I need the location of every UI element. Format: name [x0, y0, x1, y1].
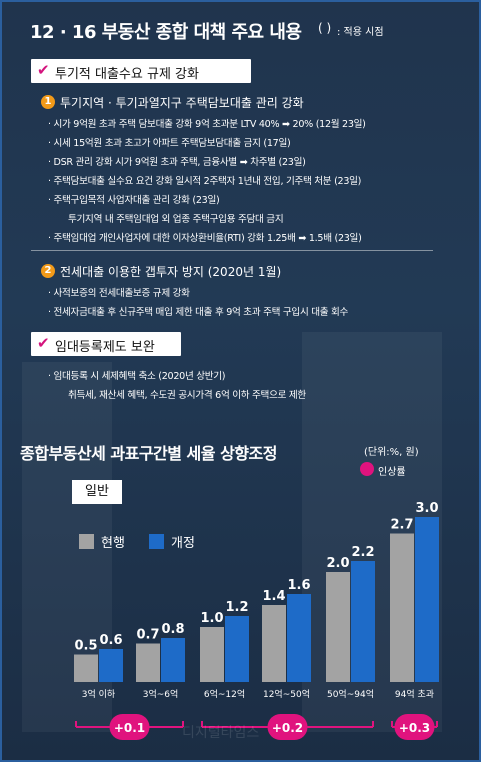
x-tick-label: 12억~50억 [263, 688, 310, 700]
bar-current [390, 533, 414, 682]
timing-parens: ( ) [318, 21, 332, 35]
list-item: · 전세자금대출 후 신규주택 매입 제한 대출 후 9억 초과 주택 구입시 … [48, 307, 349, 318]
bar-current [136, 643, 160, 682]
number-badge: 1 [41, 95, 55, 109]
bar-revised [99, 649, 123, 682]
bar-revised [415, 517, 439, 682]
list-item: · DSR 관리 강화 시가 9억원 초과 주택, 금융사별 ➡ 차주별 (23… [48, 157, 306, 168]
watermark: 디지털타임스 [182, 725, 260, 741]
bar-value-label: 1.4 [262, 589, 285, 604]
divider [31, 250, 433, 251]
raise-badge [267, 714, 308, 740]
subsection-title: 전세대출 이용한 갭투자 방지 (2020년 1월) [60, 265, 282, 279]
list-item: · 주택임대업 개인사업자에 대한 이자상환비율(RTI) 강화 1.25배 ➡… [48, 233, 362, 244]
raise-badge [394, 714, 435, 740]
bar-revised [351, 561, 375, 682]
x-tick-label: 50억~94억 [327, 688, 374, 700]
bar-value-label: 2.7 [390, 518, 413, 533]
raise-badge [109, 714, 150, 740]
raise-legend-dot [360, 462, 374, 476]
bar-value-label: 3.0 [415, 501, 438, 516]
bar-value-label: 0.6 [99, 633, 122, 648]
check-icon: ✔ [37, 334, 50, 352]
bar-revised [225, 616, 249, 682]
bar-value-label: 0.5 [74, 639, 97, 654]
bar-value-label: 1.0 [200, 611, 223, 626]
list-item: · 임대등록 시 세제혜택 축소 (2020년 상반기) [48, 371, 226, 382]
bar-revised [161, 638, 185, 682]
bar-current [200, 627, 224, 682]
chart-unit: (단위:%, 원) [364, 447, 419, 458]
list-item: · 시세 15억원 초과 초고가 아파트 주택담보담대출 금지 (17일) [48, 138, 291, 149]
legend-swatch-revised [149, 534, 164, 549]
raise-label: +0.1 [114, 721, 145, 735]
chart-title: 종합부동산세 과표구간별 세율 상향조정 [20, 444, 277, 463]
section-header-rental: ✔ 임대등록제도 보완 [31, 332, 181, 356]
check-icon: ✔ [37, 61, 50, 79]
number-badge: 2 [41, 264, 55, 278]
x-tick-label: 3억~6억 [143, 688, 179, 700]
section-label: 투기적 대출수요 규제 강화 [55, 67, 199, 82]
list-item: · 주택구입목적 사업자대출 관리 강화 (23일) [48, 195, 220, 206]
x-tick-label: 6억~12억 [204, 688, 245, 700]
list-item: · 시가 9억원 초과 주택 담보대출 강화 9억 초과분 LTV 40% ➡ … [48, 119, 366, 130]
bar-value-label: 1.2 [225, 600, 248, 615]
list-item: 투기지역 내 주택임대업 외 업종 주택구입용 주담대 금지 [68, 214, 284, 225]
legend-label-revised: 개정 [171, 536, 195, 551]
legend-label-current: 현행 [101, 536, 125, 551]
bar-current [262, 605, 286, 682]
list-item: 취득세, 재산세 혜택, 수도권 공시가격 6억 이하 주택으로 제한 [68, 390, 306, 401]
raise-label: +0.3 [399, 721, 430, 735]
bar-current [74, 654, 98, 682]
legend-swatch-current [79, 534, 94, 549]
bar-value-label: 2.0 [326, 556, 349, 571]
raise-label: +0.2 [272, 721, 303, 735]
list-item: · 주택담보대출 실수요 요건 강화 일시적 2주택자 1년내 전입, 기주택 … [48, 176, 362, 187]
bar-current [326, 572, 350, 682]
x-tick-label: 3억 이하 [82, 688, 116, 700]
bar-value-label: 1.6 [287, 578, 310, 593]
section-label: 임대등록제도 보완 [55, 340, 155, 355]
bar-value-label: 0.8 [161, 622, 184, 637]
category-tag: 일반 [72, 480, 122, 504]
page-title: 12 · 16 부동산 종합 대책 주요 내용 [30, 22, 302, 43]
raise-legend-label: 인상률 [378, 467, 406, 478]
bar-revised [287, 594, 311, 682]
subsection-title: 투기지역 · 투기과열지구 주택담보대출 관리 강화 [60, 96, 304, 110]
timing-note: : 적용 시점 [337, 27, 384, 38]
section-header-loan: ✔ 투기적 대출수요 규제 강화 [31, 59, 251, 83]
x-tick-label: 94억 초과 [395, 688, 434, 700]
bar-value-label: 0.7 [136, 628, 159, 643]
list-item: · 사적보증의 전세대출보증 규제 강화 [48, 288, 190, 299]
bar-value-label: 2.2 [351, 545, 374, 560]
